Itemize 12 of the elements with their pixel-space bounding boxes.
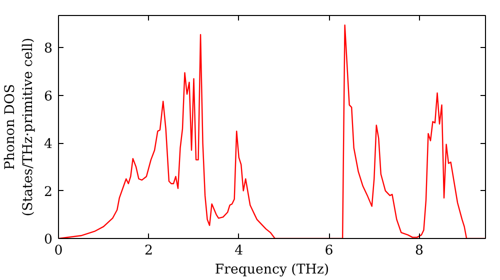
y-tick-label: 4 xyxy=(44,137,53,152)
x-tick-label: 6 xyxy=(324,244,334,258)
x-tick-label: 8 xyxy=(414,244,424,258)
x-tick-label: 4 xyxy=(234,244,244,258)
y-axis-title: Phonon DOS (States/THz·primitive cell) xyxy=(3,38,36,216)
y-tick-label: 8 xyxy=(44,42,53,57)
x-tick-label: 0 xyxy=(54,244,63,258)
y-tick-label: 2 xyxy=(44,184,53,200)
y-tick-label: 6 xyxy=(44,89,53,104)
x-axis-title: Frequency (THz) xyxy=(214,262,330,278)
x-tick-label: 2 xyxy=(144,244,153,258)
y-tick-label: 0 xyxy=(44,232,53,248)
